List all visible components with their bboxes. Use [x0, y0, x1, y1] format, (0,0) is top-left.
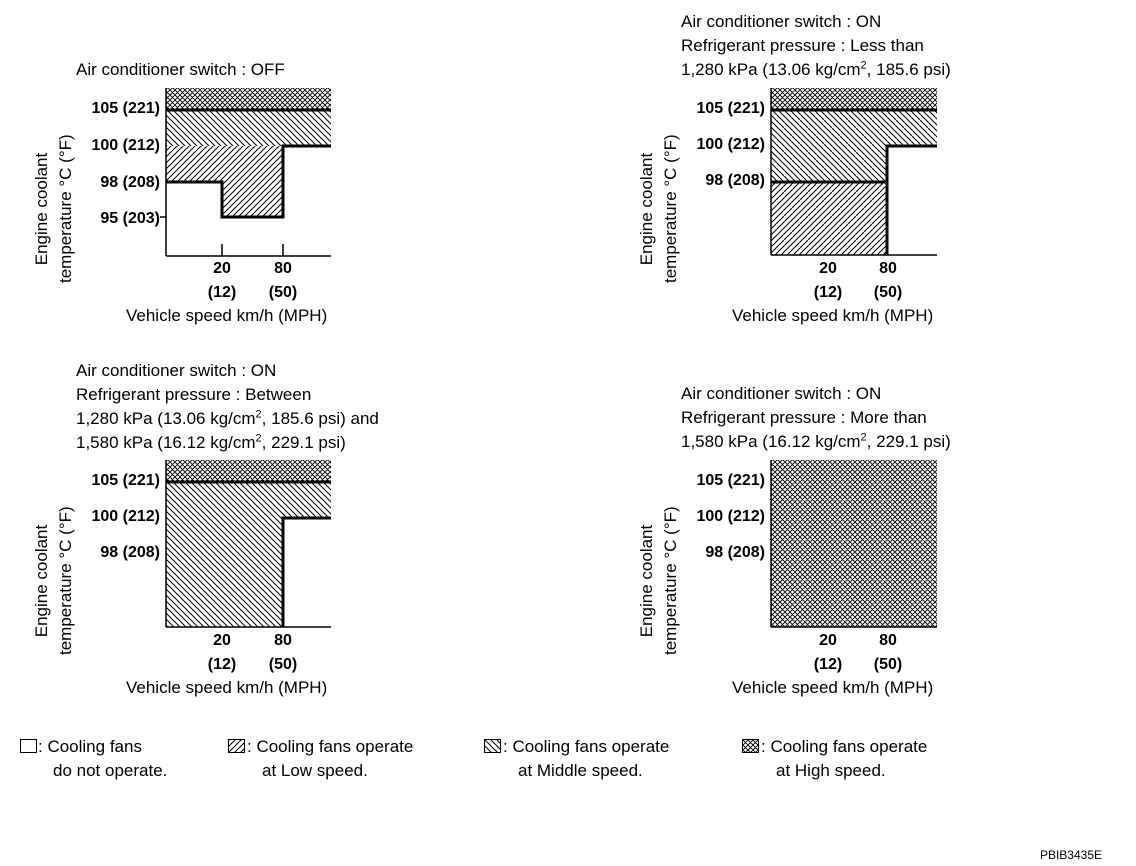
x-tick-20: 20 (12) [813, 260, 843, 301]
legend-swatch-high [742, 739, 759, 753]
caption-line: Refrigerant pressure : Less than [681, 36, 924, 55]
y-tick-100: 100 (212) [91, 137, 161, 154]
y-axis-title: Engine coolant temperature °C (°F) [637, 506, 680, 655]
legend-label: at High speed. [776, 761, 886, 780]
high-speed-region [166, 88, 331, 110]
y-tick-100: 100 (212) [91, 508, 161, 525]
panel-caption: Air conditioner switch : OFF [76, 58, 285, 82]
x-tick-80: 80 (50) [873, 632, 903, 673]
y-axis-title: Engine coolant temperature °C (°F) [32, 506, 75, 655]
legend-label: at Middle speed. [518, 761, 643, 780]
chart-plot-area [770, 88, 937, 256]
x-axis-title: Vehicle speed km/h (MPH) [126, 678, 328, 697]
threshold-line [166, 144, 331, 219]
x-axis-title: Vehicle speed km/h (MPH) [126, 306, 328, 325]
caption-line: Refrigerant pressure : More than [681, 408, 927, 427]
y-tick-105: 105 (221) [91, 472, 161, 489]
threshold-line [281, 516, 331, 627]
y-tick-105: 105 (221) [696, 472, 766, 489]
y-tick-100: 100 (212) [696, 508, 766, 525]
y-tick-105: 105 (221) [696, 100, 766, 117]
chart-plot-area [165, 460, 331, 628]
x-tick-80: 80 (50) [873, 260, 903, 301]
x-tick-80: 80 (50) [268, 632, 298, 673]
x-tick-80: 80 (50) [268, 260, 298, 301]
legend-label: : Cooling fans operate [761, 737, 928, 756]
panel-caption: Air conditioner switch : ON Refrigerant … [76, 359, 379, 455]
x-tick-20: 20 (12) [207, 260, 237, 301]
caption-line: 1,280 kPa (13.06 kg/cm2, 185.6 psi) [681, 59, 951, 79]
y-tick-98: 98 (208) [100, 544, 160, 561]
chart-plot-area [770, 460, 937, 628]
legend-label: : Cooling fans [38, 737, 142, 756]
high-speed-region [771, 460, 937, 627]
legend-swatch-middle [484, 739, 501, 753]
x-tick-20: 20 (12) [207, 632, 237, 673]
caption-line: 1,580 kPa (16.12 kg/cm2, 229.1 psi) [76, 432, 346, 452]
legend-label: do not operate. [53, 761, 168, 780]
caption-line: Air conditioner switch : ON [681, 12, 882, 31]
x-axis-title: Vehicle speed km/h (MPH) [732, 678, 934, 697]
figure-id: PBIB3435E [1039, 848, 1102, 862]
middle-speed-region [166, 110, 331, 146]
y-axis-title: Engine coolant temperature °C (°F) [32, 134, 75, 283]
middle-speed-region [166, 482, 331, 627]
legend-swatch-low [228, 739, 245, 753]
high-speed-region [166, 460, 331, 482]
caption-line: Air conditioner switch : OFF [76, 60, 285, 79]
threshold-line [885, 144, 937, 255]
y-axis-title: Engine coolant temperature °C (°F) [637, 134, 680, 283]
middle-speed-region [771, 110, 937, 182]
y-tick-98: 98 (208) [100, 174, 160, 191]
panel-caption: Air conditioner switch : ON Refrigerant … [681, 382, 951, 454]
caption-line: Air conditioner switch : ON [681, 384, 882, 403]
y-tick-98: 98 (208) [705, 544, 765, 561]
caption-line: Refrigerant pressure : Between [76, 385, 312, 404]
y-tick-98: 98 (208) [705, 172, 765, 189]
low-speed-region [166, 146, 283, 217]
y-tick-95: 95 (203) [100, 210, 160, 227]
y-tick-105: 105 (221) [91, 100, 161, 117]
panel-caption: Air conditioner switch : ON Refrigerant … [681, 10, 951, 82]
x-tick-20: 20 (12) [813, 632, 843, 673]
caption-line: 1,280 kPa (13.06 kg/cm2, 185.6 psi) and [76, 408, 379, 428]
chart-plot-area [160, 88, 331, 257]
legend-label: : Cooling fans operate [503, 737, 670, 756]
x-axis-title: Vehicle speed km/h (MPH) [732, 306, 934, 325]
low-speed-region [771, 182, 887, 255]
y-tick-100: 100 (212) [696, 136, 766, 153]
legend-label: at Low speed. [262, 761, 368, 780]
legend-swatch-none [20, 739, 37, 753]
high-speed-region [771, 88, 937, 110]
caption-line: Air conditioner switch : ON [76, 361, 277, 380]
legend-label: : Cooling fans operate [247, 737, 414, 756]
caption-line: 1,580 kPa (16.12 kg/cm2, 229.1 psi) [681, 431, 951, 451]
